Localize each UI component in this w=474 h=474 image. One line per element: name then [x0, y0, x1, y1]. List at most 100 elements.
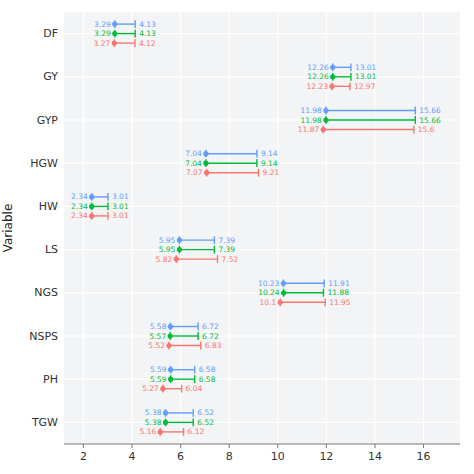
- upper-label: 6.52: [197, 408, 214, 417]
- upper-label: 6.72: [202, 322, 219, 331]
- interval: [115, 33, 135, 34]
- upper-label: 6.52: [197, 418, 214, 427]
- tick-label: 2: [80, 450, 87, 463]
- upper-label: 9.14: [261, 159, 278, 168]
- interval: [171, 379, 195, 380]
- lower-label: 5.38: [145, 418, 162, 427]
- tick-mark: [326, 444, 327, 448]
- upper-label: 3.01: [112, 211, 129, 220]
- interval: [206, 153, 257, 154]
- tick-label: 14: [368, 450, 382, 463]
- upper-cap: [256, 150, 257, 158]
- upper-label: 13.01: [355, 72, 377, 81]
- lower-label: 2.34: [71, 211, 88, 220]
- lower-label: 11.98: [300, 106, 322, 115]
- interval: [206, 162, 257, 163]
- point: [89, 194, 94, 199]
- interval: [326, 119, 415, 120]
- point: [112, 31, 117, 36]
- category-label: NSPS: [29, 330, 58, 343]
- tick-label: 8: [226, 450, 233, 463]
- point: [281, 290, 286, 295]
- point: [166, 343, 171, 348]
- interval: [280, 302, 325, 303]
- lower-label: 10.24: [258, 288, 280, 297]
- plot-area: [64, 12, 460, 444]
- grid-line: [64, 76, 460, 77]
- point: [168, 333, 173, 338]
- grid-line: [64, 335, 460, 336]
- lower-label: 3.27: [94, 39, 111, 48]
- category-label: LS: [45, 243, 58, 256]
- lower-label: 2.34: [71, 202, 88, 211]
- upper-cap: [197, 332, 198, 340]
- point: [168, 377, 173, 382]
- point: [330, 74, 335, 79]
- interval: [114, 42, 135, 43]
- upper-label: 7.52: [222, 255, 239, 264]
- upper-cap: [197, 323, 198, 331]
- upper-cap: [413, 126, 414, 134]
- upper-cap: [181, 385, 182, 393]
- interval: [170, 335, 198, 336]
- upper-cap: [349, 82, 350, 90]
- upper-cap: [415, 107, 416, 115]
- lower-label: 5.57: [149, 332, 166, 341]
- category-label: DF: [43, 27, 58, 40]
- upper-label: 9.14: [261, 149, 278, 158]
- lower-label: 3.29: [94, 20, 111, 29]
- point: [203, 151, 208, 156]
- tick-mark: [374, 444, 375, 448]
- interval: [169, 345, 201, 346]
- upper-cap: [134, 20, 135, 28]
- grid-line: [64, 379, 460, 380]
- interval: [207, 172, 259, 173]
- point: [174, 257, 179, 262]
- upper-label: 6.04: [186, 384, 203, 393]
- upper-label: 4.13: [139, 29, 156, 38]
- point: [168, 324, 173, 329]
- upper-label: 6.58: [199, 365, 216, 374]
- grid-line: [64, 119, 460, 120]
- interval: [284, 292, 324, 293]
- upper-label: 7.39: [218, 245, 235, 254]
- interval: [170, 326, 198, 327]
- upper-cap: [324, 298, 325, 306]
- interval: [333, 67, 351, 68]
- tick-mark: [132, 444, 133, 448]
- point: [177, 247, 182, 252]
- category-label: GYP: [37, 114, 59, 127]
- upper-label: 12.97: [354, 82, 376, 91]
- lower-label: 10.1: [260, 298, 277, 307]
- grid-line: [64, 422, 460, 423]
- interval: [179, 239, 214, 240]
- category-label: GY: [43, 70, 58, 83]
- grid-line: [64, 33, 460, 34]
- lower-label: 11.98: [300, 116, 322, 125]
- point: [112, 41, 117, 46]
- lower-label: 12.26: [307, 63, 329, 72]
- lower-label: 5.82: [156, 255, 173, 264]
- upper-cap: [194, 375, 195, 383]
- upper-cap: [194, 366, 195, 374]
- upper-label: 4.13: [139, 20, 156, 29]
- interval: [179, 249, 214, 250]
- lower-label: 5.95: [159, 245, 176, 254]
- interval: [166, 412, 194, 413]
- upper-label: 3.01: [112, 202, 129, 211]
- upper-cap: [217, 255, 218, 263]
- upper-cap: [193, 419, 194, 427]
- tick-label: 6: [177, 450, 184, 463]
- lower-label: 5.95: [159, 236, 176, 245]
- interval: [332, 86, 350, 87]
- lower-label: 5.58: [150, 322, 167, 331]
- category-label: PH: [43, 373, 58, 386]
- upper-label: 6.58: [199, 375, 216, 384]
- upper-label: 15.66: [419, 116, 441, 125]
- tick-label: 4: [129, 450, 136, 463]
- upper-label: 4.12: [139, 39, 156, 48]
- lower-label: 12.26: [307, 72, 329, 81]
- tick-mark: [277, 444, 278, 448]
- upper-cap: [214, 236, 215, 244]
- upper-cap: [107, 212, 108, 220]
